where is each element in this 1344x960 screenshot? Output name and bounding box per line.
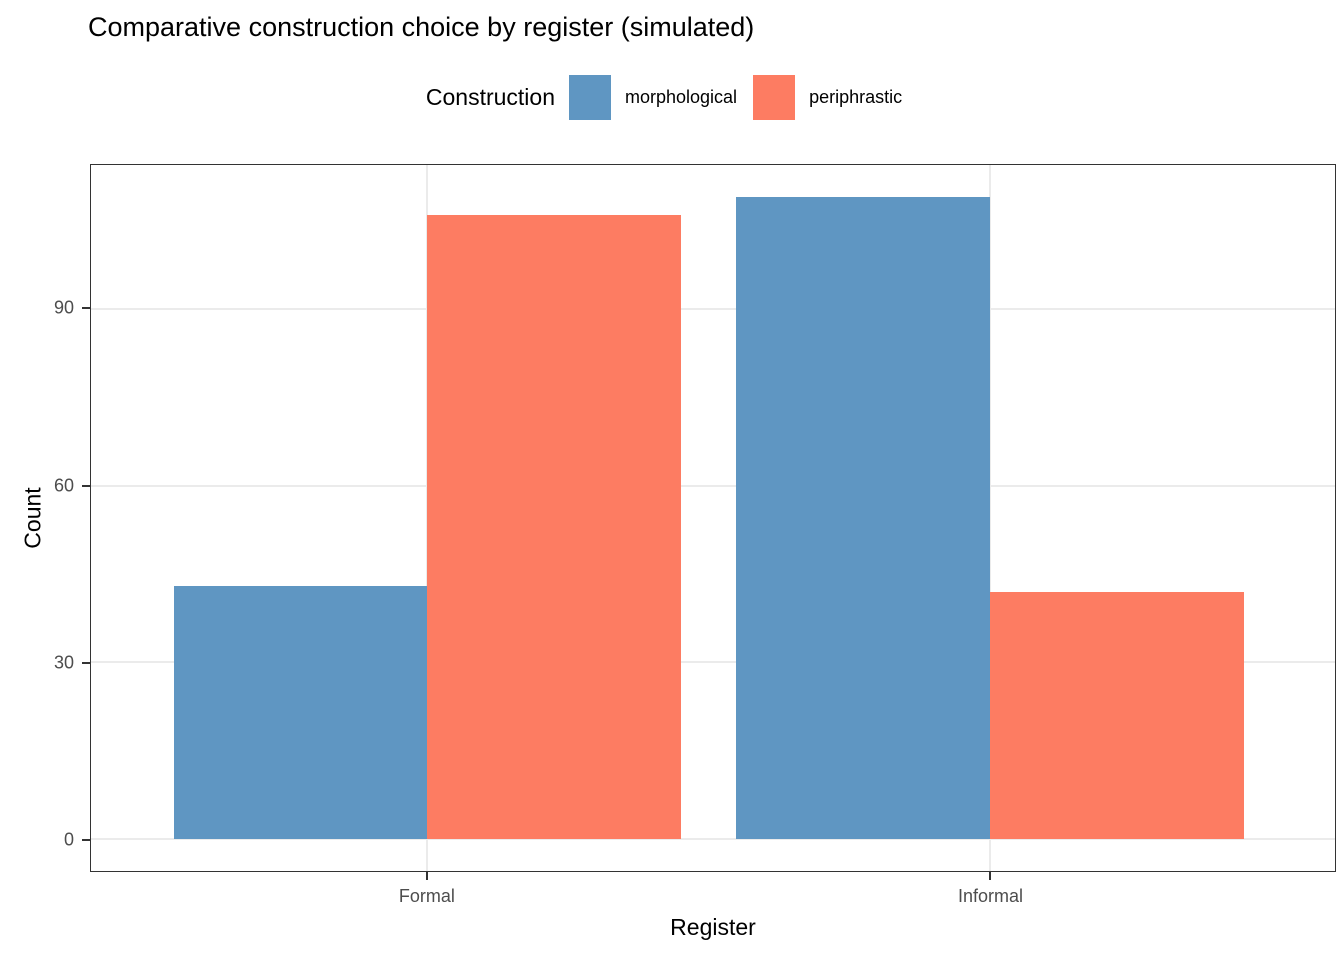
y-tick-label-90: 90 xyxy=(53,297,74,318)
x-tick-mark-informal xyxy=(989,872,992,880)
legend-item-periphrastic: periphrastic xyxy=(753,74,903,120)
legend-title: Construction xyxy=(425,83,555,110)
bar-informal-periphrastic xyxy=(990,591,1244,839)
y-tick-mark-30 xyxy=(82,661,90,664)
x-tick-label-informal: Informal xyxy=(957,886,1023,906)
legend-label: periphrastic xyxy=(809,86,903,107)
y-tick-mark-60 xyxy=(82,484,90,487)
legend-key-swatch xyxy=(753,74,796,120)
legend-item-morphological: morphological xyxy=(569,74,738,120)
gridline-y-30 xyxy=(91,661,1335,664)
plot-title: Comparative construction choice by regis… xyxy=(88,12,755,42)
gridline-y-0 xyxy=(91,837,1335,840)
y-tick-label-60: 60 xyxy=(53,475,74,496)
legend-key-swatch xyxy=(569,74,611,120)
bar-formal-morphological xyxy=(173,585,428,839)
legend: Construction morphological periphrastic xyxy=(0,72,1344,122)
bar-informal-morphological xyxy=(736,197,991,839)
legend-items: morphological periphrastic xyxy=(569,74,918,120)
gridline-vertical-Informal xyxy=(989,165,992,871)
x-axis-title: Register xyxy=(670,914,756,940)
gridline-y-90 xyxy=(91,307,1335,310)
x-tick-mark-formal xyxy=(425,872,428,880)
plot-panel xyxy=(90,164,1336,872)
y-tick-label-0: 0 xyxy=(63,829,74,850)
bar-formal-periphrastic xyxy=(427,214,682,839)
gridline-y-60 xyxy=(91,484,1335,487)
y-tick-label-30: 30 xyxy=(53,652,74,673)
y-tick-mark-0 xyxy=(82,838,90,841)
x-tick-label-formal: Formal xyxy=(398,886,455,906)
legend-label: morphological xyxy=(625,86,738,107)
y-tick-mark-90 xyxy=(82,307,90,310)
y-axis-title: Count xyxy=(19,487,46,549)
